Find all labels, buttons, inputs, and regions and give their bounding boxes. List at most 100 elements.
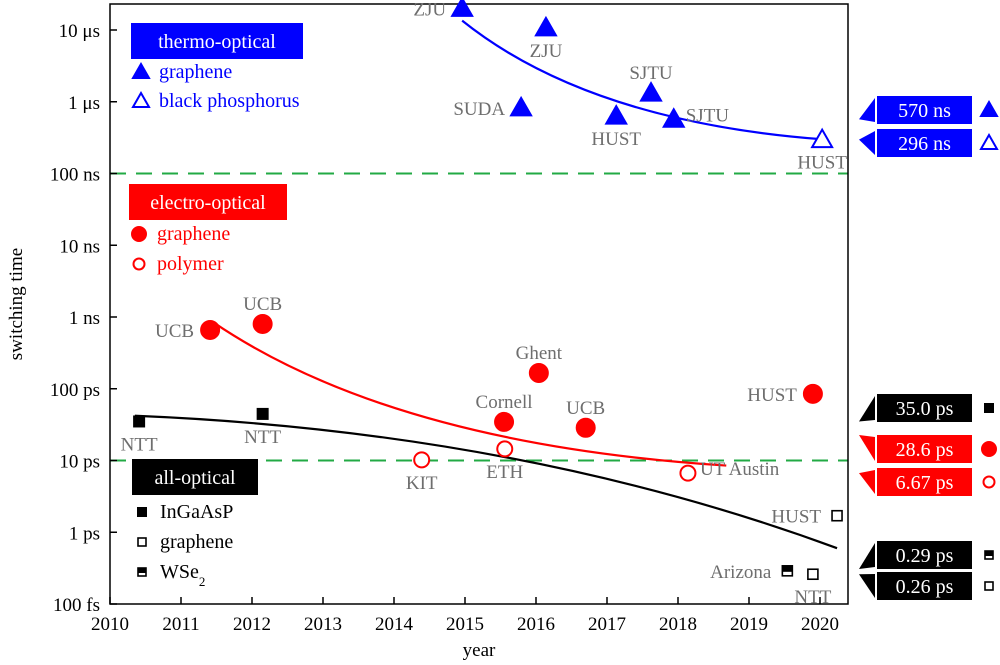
open-triangle-marker xyxy=(131,90,151,108)
callout-box xyxy=(877,572,972,600)
point-label: UCB xyxy=(566,398,605,419)
data-point: NTT xyxy=(794,568,832,608)
y-tick-label: 10 ps xyxy=(59,452,100,473)
y-tick-label: 100 ps xyxy=(50,380,100,401)
point-label: SJTU xyxy=(629,63,673,84)
plot-frame xyxy=(109,3,849,605)
square-filled-marker xyxy=(137,507,147,517)
callout-label: 35.0 ps xyxy=(896,398,954,420)
x-tick-label: 2020 xyxy=(801,614,839,635)
square-body xyxy=(831,509,843,522)
square-top-half xyxy=(782,565,793,572)
callout-label: 296 ns xyxy=(898,133,951,155)
data-point: HUST xyxy=(591,104,641,150)
x-tick-label: 2012 xyxy=(233,614,271,635)
thermo-optical-legend: thermo-optical graphene black phosphorus xyxy=(131,23,303,112)
filled-circle-marker xyxy=(131,226,147,242)
legend-entry-label: graphene xyxy=(159,61,232,83)
legend-title: electro-optical xyxy=(150,192,266,214)
square-body xyxy=(133,415,146,428)
square-half-marker xyxy=(984,550,994,560)
data-point: HUST xyxy=(747,383,823,406)
square-open-marker xyxy=(137,537,147,547)
callout-pointer xyxy=(859,574,875,598)
best-value-callout: 296 ns xyxy=(859,129,999,157)
electro-optical-legend: electro-optical graphene polymer xyxy=(129,184,287,275)
callout-box xyxy=(877,129,972,157)
filled-triangle-marker xyxy=(979,99,999,117)
callout-label: 570 ns xyxy=(898,100,951,122)
legend-entry-label: black phosphorus xyxy=(159,90,300,112)
point-label: HUST xyxy=(797,153,847,174)
y-axis-label: switching time xyxy=(6,248,27,360)
filled-triangle-marker xyxy=(534,15,558,37)
filled-triangle-marker xyxy=(131,61,151,79)
filled-circle-marker xyxy=(528,362,549,383)
best-value-callout: 0.29 ps xyxy=(859,541,994,569)
square-filled-marker xyxy=(133,415,146,428)
data-point: HUST xyxy=(797,127,847,174)
point-label: SUDA xyxy=(453,99,505,120)
point-label: ETH xyxy=(486,462,523,483)
callout-box xyxy=(877,435,972,463)
square-body xyxy=(137,537,147,547)
filled-circle-marker xyxy=(575,417,596,438)
filled-triangle-marker xyxy=(450,0,474,17)
data-point: Arizona xyxy=(710,562,794,583)
electro-optical-trend-line xyxy=(212,321,727,467)
point-label: ZJU xyxy=(530,41,563,62)
data-point: ZJU xyxy=(530,15,563,62)
square-body xyxy=(984,403,994,413)
callout-pointer xyxy=(859,131,875,155)
square-body xyxy=(137,507,147,517)
data-point: UT Austin xyxy=(679,459,780,482)
best-value-callout: 28.6 ps xyxy=(859,435,997,463)
y-tick-label: 100 ns xyxy=(50,165,100,186)
legend-entry-label: polymer xyxy=(157,253,224,275)
x-tick-label: 2018 xyxy=(659,614,697,635)
point-label: KIT xyxy=(406,473,438,494)
open-circle-marker xyxy=(132,257,146,271)
data-point: SUDA xyxy=(453,95,533,120)
legend-title: all-optical xyxy=(154,467,236,489)
filled-triangle-marker xyxy=(509,95,533,117)
point-label: UT Austin xyxy=(700,459,780,480)
callout-pointer xyxy=(859,470,875,494)
x-tick-label: 2014 xyxy=(375,614,414,635)
point-label: HUST xyxy=(771,507,821,528)
point-label: Cornell xyxy=(476,392,533,413)
legend-entry-label: graphene xyxy=(160,531,233,553)
data-point: SJTU xyxy=(629,63,673,102)
callout-label: 0.26 ps xyxy=(896,576,954,598)
y-tick-label: 1 ns xyxy=(69,308,100,329)
open-circle-marker xyxy=(982,475,996,489)
data-point: NTT xyxy=(121,415,158,455)
square-half-marker xyxy=(781,565,794,577)
axes xyxy=(109,3,849,605)
filled-circle-marker xyxy=(981,441,997,457)
square-filled-marker xyxy=(256,407,269,420)
filled-circle-marker xyxy=(494,411,515,432)
data-point: ZJU xyxy=(413,0,474,20)
data-point: KIT xyxy=(406,451,438,494)
thermo-optical-trend-line xyxy=(461,19,823,141)
square-top-half xyxy=(138,568,146,573)
filled-circle-marker xyxy=(252,313,273,334)
square-half-marker xyxy=(137,567,147,577)
filled-triangle-marker xyxy=(639,81,663,102)
threshold-lines xyxy=(110,172,848,462)
point-label: Arizona xyxy=(710,562,772,583)
point-label: ZJU xyxy=(413,0,446,20)
x-tick-label: 2011 xyxy=(162,614,199,635)
callout-box xyxy=(877,96,972,124)
filled-circle-marker xyxy=(802,383,823,404)
callout-pointer xyxy=(859,543,875,569)
all-optical-legend: all-optical InGaAsP graphene WSe2 xyxy=(132,459,258,589)
data-point: UCB xyxy=(155,319,221,342)
filled-triangle-marker xyxy=(662,107,686,128)
data-points: ZJU ZJU SUDA HUST SJTU SJTU HUST UCB UCB Ghent Cor… xyxy=(121,0,847,608)
callout-box xyxy=(877,394,972,422)
callout-label: 6.67 ps xyxy=(896,472,954,494)
callout-label: 0.29 ps xyxy=(896,545,954,567)
open-triangle-marker xyxy=(979,132,999,150)
